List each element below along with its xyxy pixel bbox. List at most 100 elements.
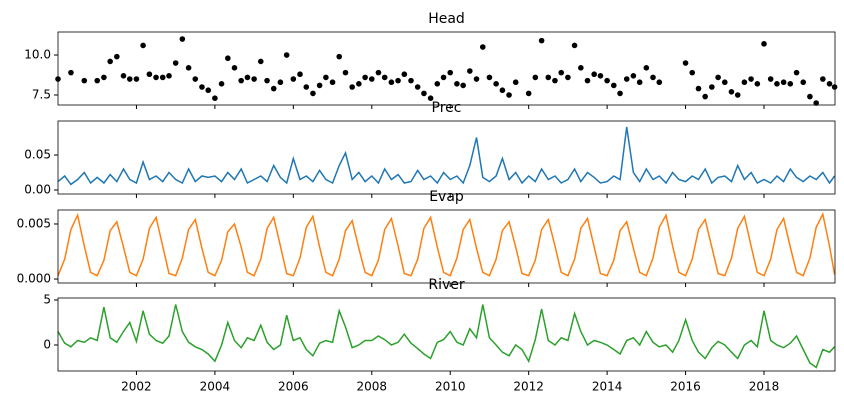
series-line — [57, 304, 836, 369]
head-point — [133, 76, 140, 82]
head-point — [807, 93, 813, 100]
head-point — [702, 93, 708, 100]
head-point — [473, 76, 480, 82]
head-point — [578, 65, 584, 71]
head-point — [734, 92, 741, 98]
head-point — [303, 84, 310, 90]
head-point — [532, 74, 539, 81]
x-tick-label: 2016 — [670, 380, 701, 394]
head-point — [552, 77, 558, 84]
head-point — [120, 73, 127, 79]
head-point — [166, 73, 172, 79]
head-point — [440, 74, 447, 81]
y-tick-label: 0 — [43, 337, 51, 351]
head-point — [107, 58, 113, 65]
panel-frame — [57, 31, 836, 106]
y-tick-label: 0.000 — [17, 272, 51, 286]
head-point — [368, 76, 375, 82]
head-point — [323, 74, 329, 81]
head-point — [146, 71, 153, 78]
head-point — [479, 44, 486, 50]
head-point — [538, 37, 545, 44]
y-tick-label: 5 — [43, 292, 51, 306]
x-tick-label: 2018 — [749, 380, 780, 394]
x-tick-label: 2008 — [357, 380, 388, 394]
head-point — [636, 79, 643, 86]
head-point — [192, 76, 199, 82]
panel-title: Head — [428, 11, 465, 27]
head-point — [81, 77, 88, 84]
head-point — [310, 90, 316, 97]
head-point — [506, 92, 512, 98]
head-point — [257, 58, 264, 65]
head-point — [682, 60, 689, 66]
head-point — [114, 53, 120, 60]
head-point — [774, 81, 780, 87]
panel-frame — [57, 209, 836, 284]
head-point — [408, 77, 414, 84]
head-point — [721, 79, 728, 86]
head-point — [754, 81, 761, 87]
head-point — [454, 81, 460, 87]
head-point — [584, 77, 591, 84]
x-tick-label: 2002 — [121, 380, 152, 394]
head-point — [153, 74, 159, 81]
head-point — [715, 74, 721, 81]
head-point — [126, 76, 133, 82]
head-point — [571, 42, 578, 49]
head-point — [748, 76, 754, 82]
head-point — [558, 69, 565, 76]
head-point — [630, 73, 637, 79]
head-point — [565, 74, 571, 81]
head-point — [767, 76, 774, 82]
y-tick-label: 7.5 — [32, 88, 51, 102]
head-point — [545, 74, 552, 81]
head-point — [316, 82, 323, 89]
head-point — [421, 90, 427, 97]
head-point — [395, 77, 401, 84]
head-point — [650, 74, 656, 81]
panel-title: River — [428, 277, 465, 293]
head-point — [813, 100, 819, 106]
y-tick-label: 0.005 — [17, 216, 51, 230]
head-point — [591, 71, 597, 78]
panel-title: Prec — [432, 100, 462, 116]
head-point — [467, 68, 473, 74]
head-point — [140, 42, 146, 49]
head-point — [329, 79, 336, 86]
head-point — [244, 74, 251, 81]
head-point — [623, 76, 630, 82]
head-point — [427, 95, 434, 102]
head-point — [414, 84, 421, 90]
y-tick-label: 10.0 — [24, 48, 51, 62]
x-tick-label: 2006 — [278, 380, 309, 394]
head-point — [342, 69, 349, 76]
head-point — [460, 82, 466, 89]
x-tick-label: 2004 — [200, 380, 231, 394]
head-point — [297, 71, 303, 78]
head-point — [525, 90, 532, 97]
head-point — [597, 73, 604, 79]
head-point — [375, 69, 382, 76]
head-point — [486, 74, 493, 81]
head-point — [656, 79, 663, 86]
head-point — [643, 65, 650, 71]
head-point — [610, 82, 617, 89]
x-tick-label: 2014 — [592, 380, 623, 394]
head-point — [101, 74, 107, 81]
head-point — [780, 79, 787, 86]
head-point — [225, 55, 231, 62]
head-point — [212, 95, 218, 102]
head-point — [185, 65, 192, 71]
head-point — [264, 77, 270, 84]
head-point — [283, 52, 290, 58]
head-point — [447, 69, 454, 76]
head-point — [349, 84, 355, 90]
head-point — [787, 81, 794, 87]
head-point — [277, 79, 284, 86]
head-point — [617, 90, 623, 97]
head-point — [231, 65, 238, 71]
head-point — [336, 53, 343, 60]
head-point — [290, 76, 297, 82]
series-line — [57, 126, 836, 186]
